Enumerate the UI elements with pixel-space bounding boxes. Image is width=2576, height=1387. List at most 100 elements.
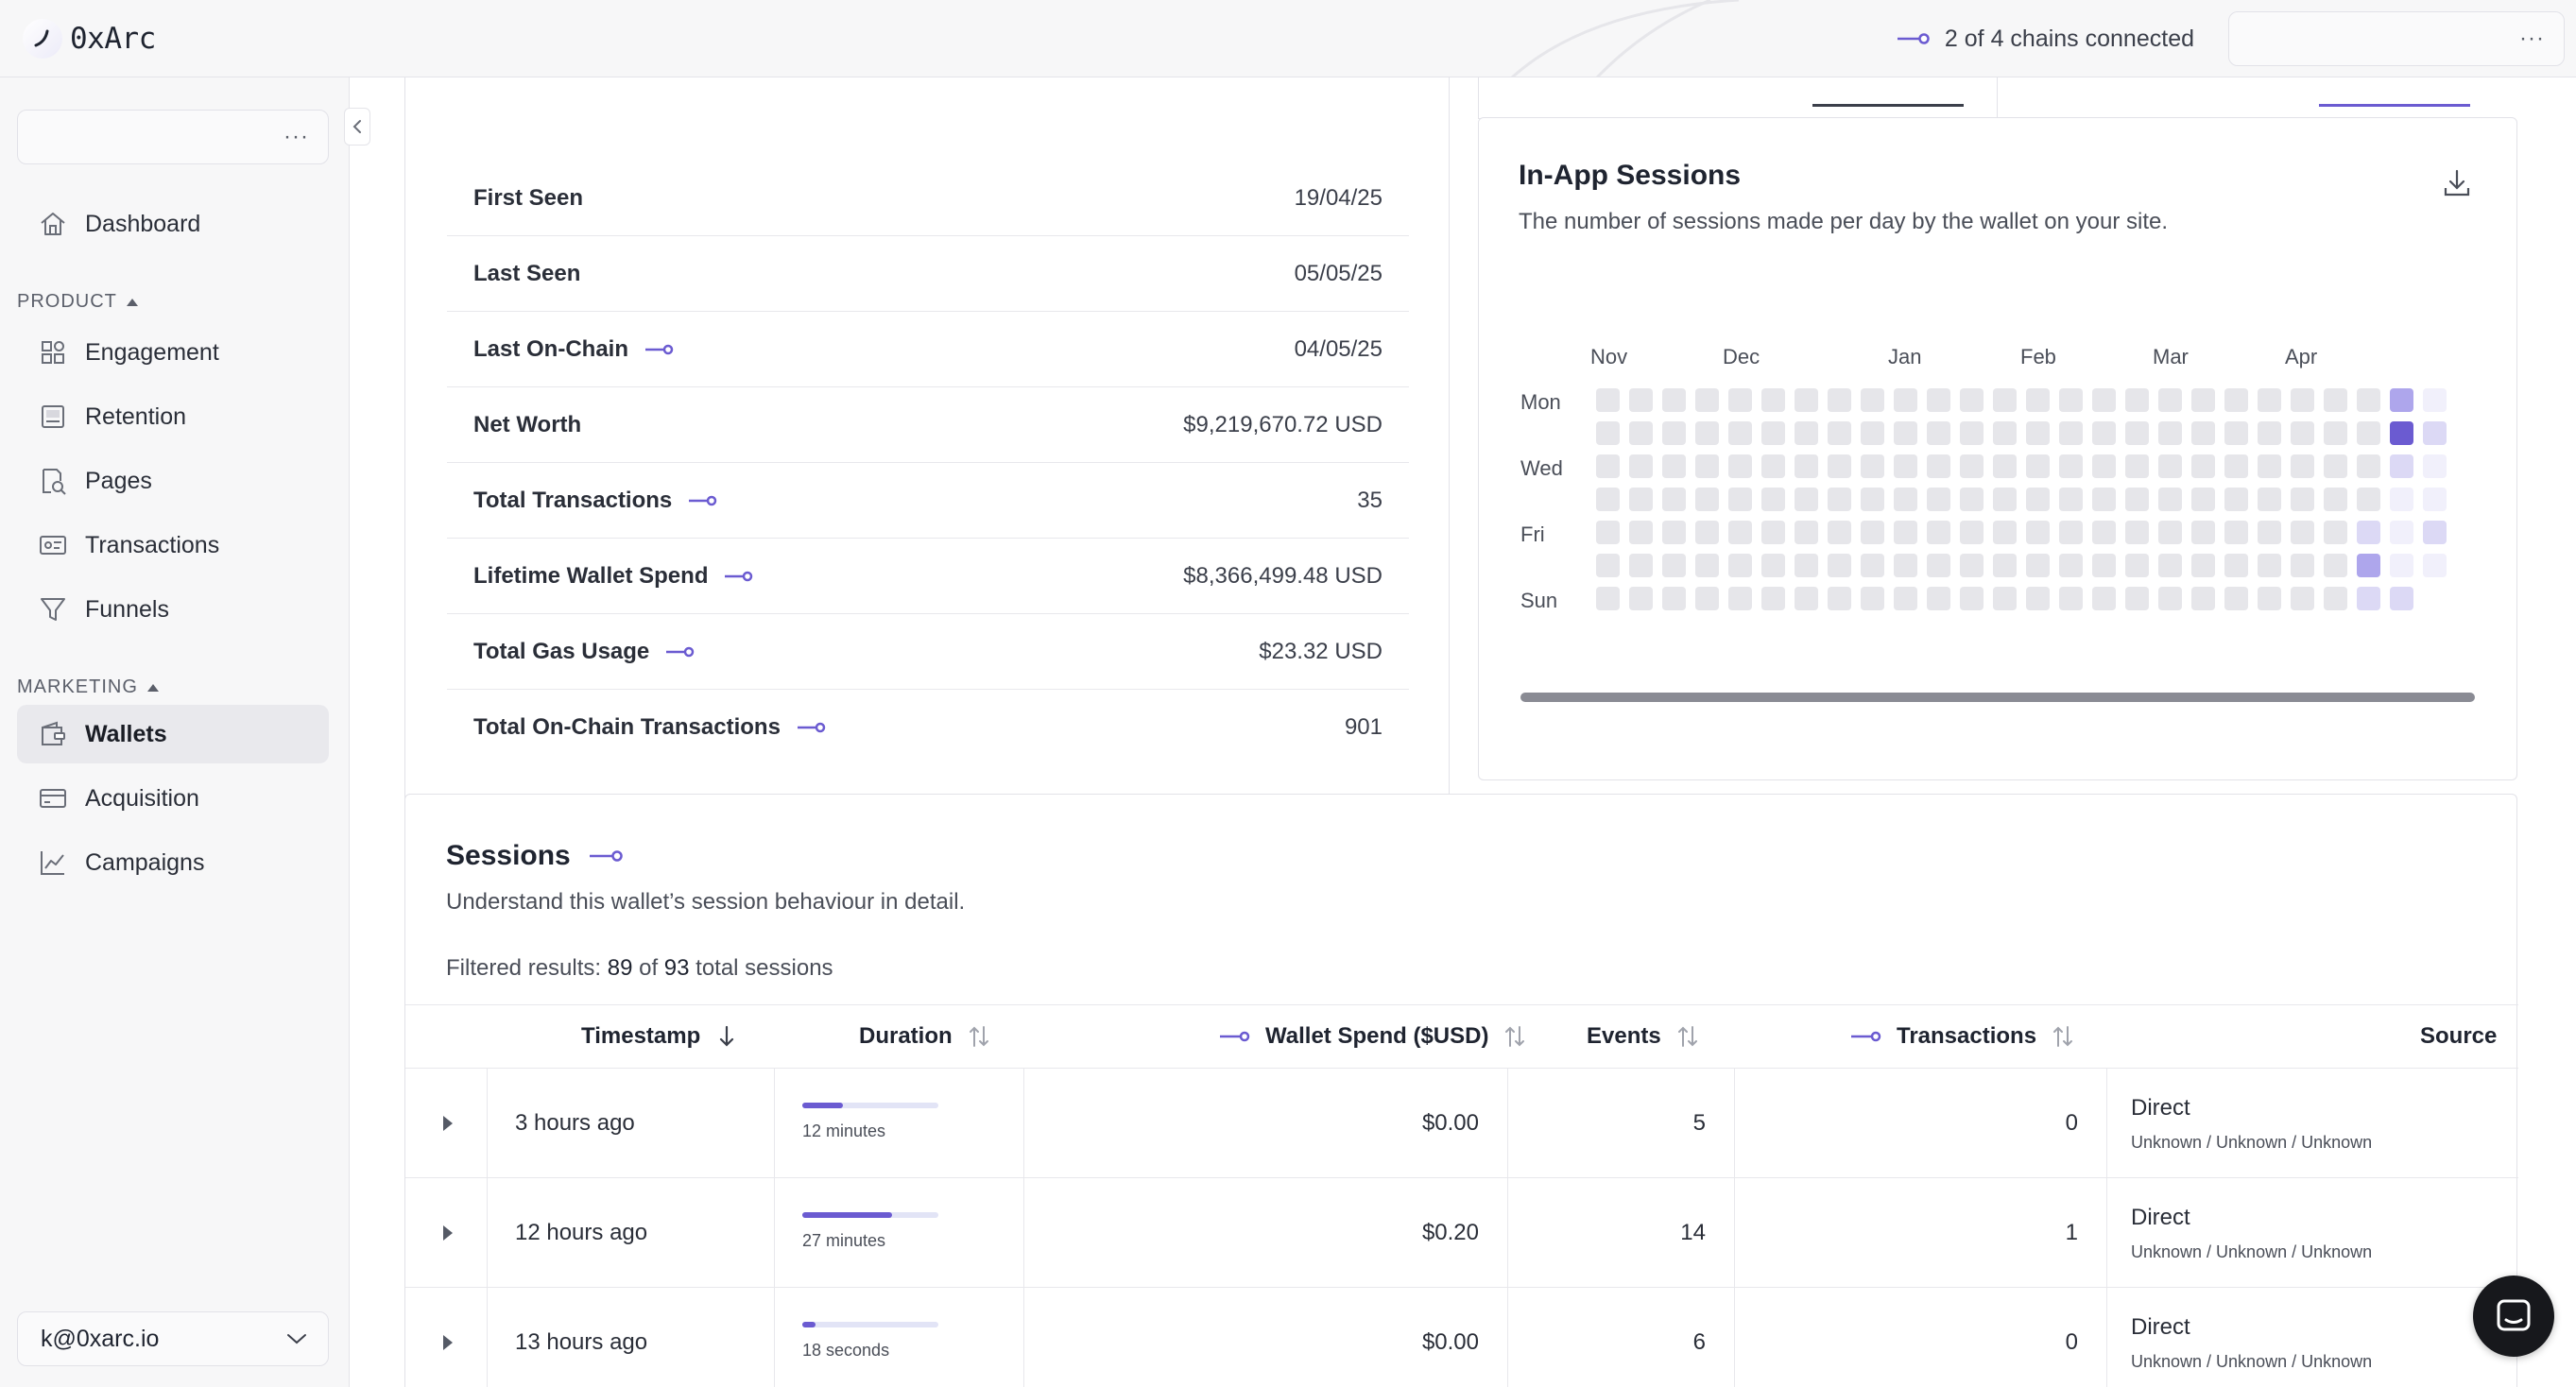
heatmap-cell[interactable] <box>2423 521 2447 544</box>
heatmap-cell[interactable] <box>2324 587 2347 610</box>
onchain-icon[interactable] <box>723 569 755 584</box>
heatmap-cell[interactable] <box>1894 554 1917 577</box>
heatmap-cell[interactable] <box>2423 488 2447 511</box>
heatmap-cell[interactable] <box>2224 388 2248 412</box>
heatmap-cell[interactable] <box>1795 488 1818 511</box>
heatmap-cell[interactable] <box>1662 454 1686 478</box>
heatmap-cell[interactable] <box>1993 488 2017 511</box>
heatmap-cell[interactable] <box>1993 587 2017 610</box>
heatmap-cell[interactable] <box>1861 454 1884 478</box>
heatmap-cell[interactable] <box>1728 454 1752 478</box>
sidebar-more-icon[interactable]: ··· <box>283 124 309 149</box>
expand-row-icon[interactable] <box>443 1335 453 1350</box>
heatmap-cell[interactable] <box>2026 554 2050 577</box>
heatmap-cell[interactable] <box>2059 521 2083 544</box>
heatmap-cell[interactable] <box>2357 554 2380 577</box>
heatmap-cell[interactable] <box>1828 454 1851 478</box>
heatmap-cell[interactable] <box>2125 421 2149 445</box>
heatmap-cell[interactable] <box>1596 488 1620 511</box>
sidebar-item-funnels[interactable]: Funnels <box>17 580 329 639</box>
heatmap-cell[interactable] <box>1596 521 1620 544</box>
heatmap-cell[interactable] <box>2191 521 2215 544</box>
heatmap-cell[interactable] <box>2059 421 2083 445</box>
heatmap-cell[interactable] <box>2158 488 2182 511</box>
heatmap-cell[interactable] <box>1761 421 1785 445</box>
heatmap-cell[interactable] <box>1629 521 1653 544</box>
heatmap-cell[interactable] <box>2059 388 2083 412</box>
heatmap-cell[interactable] <box>1795 388 1818 412</box>
column-events[interactable]: Events <box>1587 1005 1701 1068</box>
heatmap-cell[interactable] <box>2291 554 2314 577</box>
heatmap-cell[interactable] <box>1795 587 1818 610</box>
heatmap-cell[interactable] <box>2092 421 2116 445</box>
sidebar-item-dashboard[interactable]: Dashboard <box>17 195 329 253</box>
heatmap-cell[interactable] <box>1828 421 1851 445</box>
heatmap-cell[interactable] <box>1761 488 1785 511</box>
section-product[interactable]: PRODUCT <box>17 291 138 313</box>
heatmap-cell[interactable] <box>1662 388 1686 412</box>
heatmap-cell[interactable] <box>1828 521 1851 544</box>
heatmap-cell[interactable] <box>2291 521 2314 544</box>
heatmap-cell[interactable] <box>1993 521 2017 544</box>
sidebar-item-acquisition[interactable]: Acquisition <box>17 769 329 828</box>
heatmap-cell[interactable] <box>2390 521 2413 544</box>
heatmap-cell[interactable] <box>2191 488 2215 511</box>
heatmap-cell[interactable] <box>2390 488 2413 511</box>
heatmap-cell[interactable] <box>2092 521 2116 544</box>
collapse-sidebar-button[interactable] <box>344 108 370 146</box>
sidebar-item-transactions[interactable]: Transactions <box>17 516 329 574</box>
sidebar-item-retention[interactable]: Retention <box>17 387 329 446</box>
heatmap-cell[interactable] <box>2357 421 2380 445</box>
heatmap-cell[interactable] <box>2291 587 2314 610</box>
heatmap-cell[interactable] <box>2224 587 2248 610</box>
heatmap-cell[interactable] <box>2390 388 2413 412</box>
heatmap-cell[interactable] <box>1629 454 1653 478</box>
heatmap-cell[interactable] <box>1728 488 1752 511</box>
heatmap-cell[interactable] <box>1927 488 1950 511</box>
table-row[interactable]: 3 hours ago 12 minutes $0.00 5 0 Direct … <box>405 1069 2518 1178</box>
heatmap-cell[interactable] <box>2224 421 2248 445</box>
heatmap-cell[interactable] <box>1662 421 1686 445</box>
heatmap-cell[interactable] <box>1695 388 1719 412</box>
heatmap-cell[interactable] <box>1960 488 1984 511</box>
heatmap-cell[interactable] <box>2026 388 2050 412</box>
heatmap-cell[interactable] <box>1861 554 1884 577</box>
tab-left[interactable] <box>1478 77 1998 119</box>
heatmap-cell[interactable] <box>2258 454 2281 478</box>
heatmap-cell[interactable] <box>1861 521 1884 544</box>
download-icon[interactable] <box>2441 167 2473 199</box>
heatmap-cell[interactable] <box>1629 388 1653 412</box>
heatmap-cell[interactable] <box>2125 521 2149 544</box>
heatmap-cell[interactable] <box>2258 587 2281 610</box>
heatmap-cell[interactable] <box>2357 521 2380 544</box>
sort-icon[interactable] <box>2050 1023 2076 1050</box>
heatmap-cell[interactable] <box>1927 388 1950 412</box>
heatmap-cell[interactable] <box>2026 587 2050 610</box>
heatmap-cell[interactable] <box>1861 421 1884 445</box>
heatmap-cell[interactable] <box>1596 421 1620 445</box>
onchain-icon[interactable] <box>796 720 828 735</box>
heatmap-cell[interactable] <box>2125 488 2149 511</box>
heatmap-cell[interactable] <box>1960 521 1984 544</box>
heatmap-cell[interactable] <box>1993 421 2017 445</box>
heatmap-cell[interactable] <box>2258 421 2281 445</box>
heatmap-cell[interactable] <box>2224 488 2248 511</box>
heatmap-cell[interactable] <box>1662 488 1686 511</box>
heatmap-cell[interactable] <box>1761 521 1785 544</box>
heatmap-cell[interactable] <box>2092 388 2116 412</box>
heatmap-cell[interactable] <box>1662 587 1686 610</box>
heatmap-cell[interactable] <box>2423 454 2447 478</box>
heatmap-cell[interactable] <box>1927 554 1950 577</box>
onchain-icon[interactable] <box>588 848 626 865</box>
heatmap-cell[interactable] <box>2191 421 2215 445</box>
heatmap-cell[interactable] <box>1695 521 1719 544</box>
heatmap-cell[interactable] <box>2026 521 2050 544</box>
heatmap-cell[interactable] <box>1960 587 1984 610</box>
heatmap-cell[interactable] <box>2224 454 2248 478</box>
heatmap-scrollbar[interactable] <box>1520 693 2475 702</box>
expand-row-icon[interactable] <box>443 1116 453 1131</box>
heatmap-cell[interactable] <box>2191 587 2215 610</box>
heatmap-cell[interactable] <box>1728 554 1752 577</box>
column-source[interactable]: Source <box>2420 1005 2497 1068</box>
heatmap-cell[interactable] <box>1993 388 2017 412</box>
